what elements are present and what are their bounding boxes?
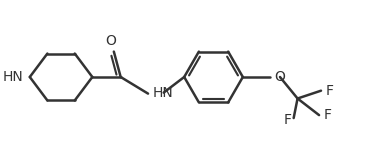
Text: F: F — [324, 108, 332, 122]
Text: HN: HN — [2, 70, 23, 84]
Text: O: O — [274, 70, 285, 84]
Text: O: O — [105, 34, 116, 48]
Text: HN: HN — [153, 86, 174, 100]
Text: F: F — [284, 113, 292, 127]
Text: F: F — [326, 84, 334, 98]
